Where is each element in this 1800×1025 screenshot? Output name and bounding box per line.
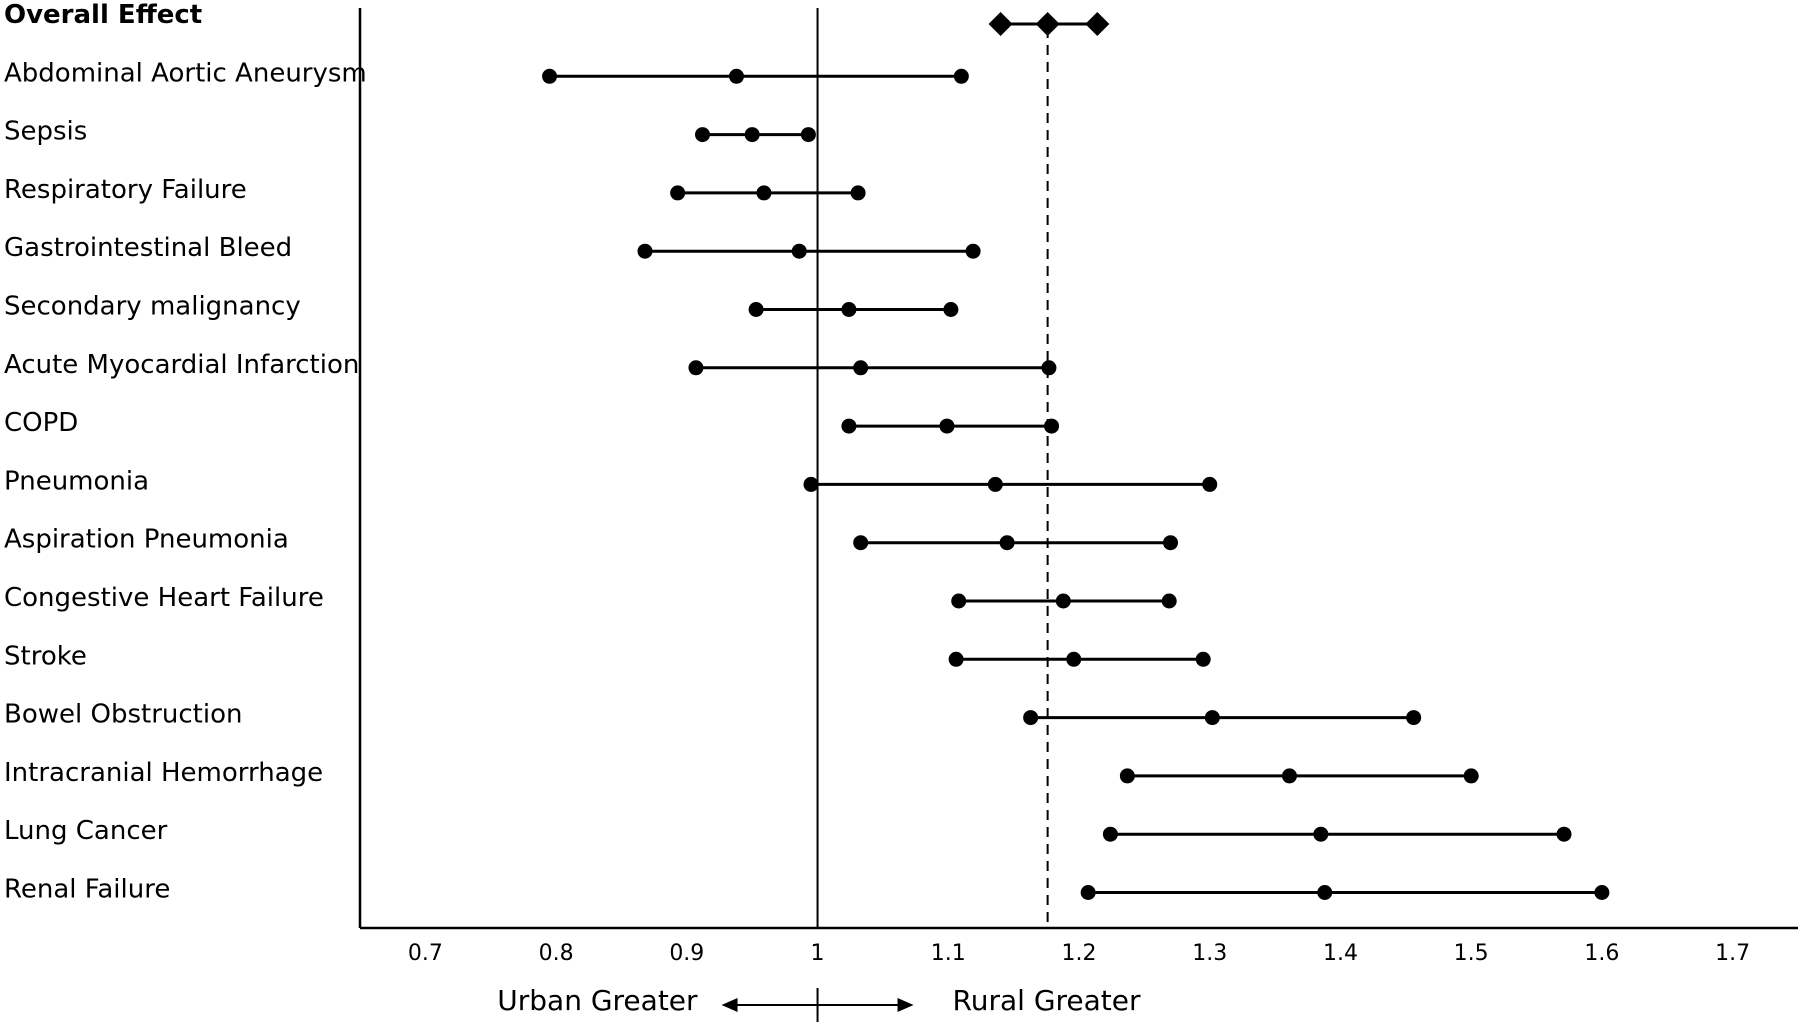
ci-upper-point [965, 243, 981, 259]
ci-upper-point [1161, 593, 1177, 609]
row-label: Congestive Heart Failure [4, 583, 324, 613]
overall-effect-label: Overall Effect [4, 0, 202, 30]
row-label: Abdominal Aortic Aneurysm [4, 58, 367, 88]
urban-greater-label: Urban Greater [497, 984, 698, 1017]
ci-upper-point [850, 185, 866, 201]
ci-upper-point [943, 302, 959, 317]
row-label: Respiratory Failure [4, 175, 247, 205]
ci-upper-point [800, 127, 816, 143]
row-label: Secondary malignancy [4, 292, 301, 322]
x-tick-label: 0.8 [539, 941, 574, 966]
x-tick-label: 1.4 [1323, 941, 1358, 966]
ci-upper-point [1195, 651, 1211, 667]
estimate-point [939, 418, 955, 434]
row-label: Aspiration Pneumonia [4, 525, 289, 555]
x-tick-label: 1 [811, 941, 825, 966]
ci-upper-point [1463, 768, 1479, 784]
estimate-point [841, 302, 857, 317]
x-tick-label: 1.1 [931, 941, 966, 966]
row-label: COPD [4, 408, 78, 438]
ci-upper-point [1406, 710, 1422, 726]
ci-upper-point [1044, 418, 1060, 434]
x-axis: 0.7 0.8 0.9 1 1.1 1.2 1.3 1.4 1.5 1.6 1.7 [358, 8, 1798, 966]
ci-lower-point [1102, 826, 1118, 842]
ci-lower-point [853, 535, 869, 551]
ci-lower-point [803, 476, 819, 492]
x-tick-label: 1.6 [1584, 941, 1619, 966]
ci-lower-point [1119, 768, 1135, 784]
estimate-point [1066, 651, 1082, 667]
x-tick-label: 1.5 [1454, 941, 1489, 966]
ci-upper-point [1041, 360, 1057, 376]
ci-upper-point [1594, 885, 1610, 900]
row-label: Sepsis [4, 117, 87, 147]
left-arrowhead-icon [721, 998, 738, 1012]
x-tick-label: 1.3 [1192, 941, 1227, 966]
row-label: Stroke [4, 641, 87, 671]
ci-lower-point [948, 651, 964, 667]
estimate-point [728, 68, 744, 84]
estimate-point [1055, 593, 1071, 609]
rural-greater-label: Rural Greater [953, 984, 1141, 1017]
row-label: Lung Cancer [4, 816, 168, 846]
row-label: Gastrointestinal Bleed [4, 233, 292, 263]
row-label: Bowel Obstruction [4, 700, 242, 730]
ci-upper-point [1202, 476, 1218, 492]
estimate-point [1313, 826, 1329, 842]
ci-lower-point [1023, 710, 1039, 726]
estimate-point [744, 127, 760, 143]
x-tick-label: 0.9 [669, 941, 704, 966]
ci-lower-point [637, 243, 653, 259]
row-label: Renal Failure [4, 875, 170, 905]
x-tick-label: 1.7 [1715, 941, 1750, 966]
ci-lower-point [542, 68, 558, 84]
estimate-point [987, 476, 1003, 492]
row-label: Pneumonia [4, 466, 149, 496]
estimate-point [853, 360, 869, 376]
estimate-point [999, 535, 1015, 551]
overall-estimate-diamond [1035, 12, 1060, 36]
estimate-point [791, 243, 807, 259]
ci-upper-point [1556, 826, 1572, 842]
ci-upper-point [1163, 535, 1179, 551]
ci-lower-point [688, 360, 704, 376]
ci-lower-point [670, 185, 686, 201]
overall-lower-diamond [988, 12, 1013, 36]
overall-upper-diamond [1085, 12, 1110, 36]
ci-lower-point [748, 302, 764, 317]
ci-lower-point [695, 127, 711, 143]
row-label: Acute Myocardial Infarction [4, 350, 359, 380]
ci-lower-point [951, 593, 967, 609]
row-labels: Overall Effect Abdominal Aortic Aneurysm S… [4, 0, 367, 905]
estimate-point [1317, 885, 1333, 900]
x-tick-label: 1.2 [1062, 941, 1097, 966]
estimate-point [1281, 768, 1297, 784]
estimate-point [756, 185, 772, 201]
direction-legend: Urban Greater Rural Greater [497, 984, 1141, 1022]
estimate-point [1204, 710, 1220, 726]
ci-lower-point [1080, 885, 1096, 900]
ci-upper-point [953, 68, 969, 84]
x-tick-label: 0.7 [408, 941, 443, 966]
row-label: Intracranial Hemorrhage [4, 758, 323, 788]
right-arrowhead-icon [897, 998, 914, 1012]
plot-marks [542, 8, 1610, 928]
ci-lower-point [841, 418, 857, 434]
